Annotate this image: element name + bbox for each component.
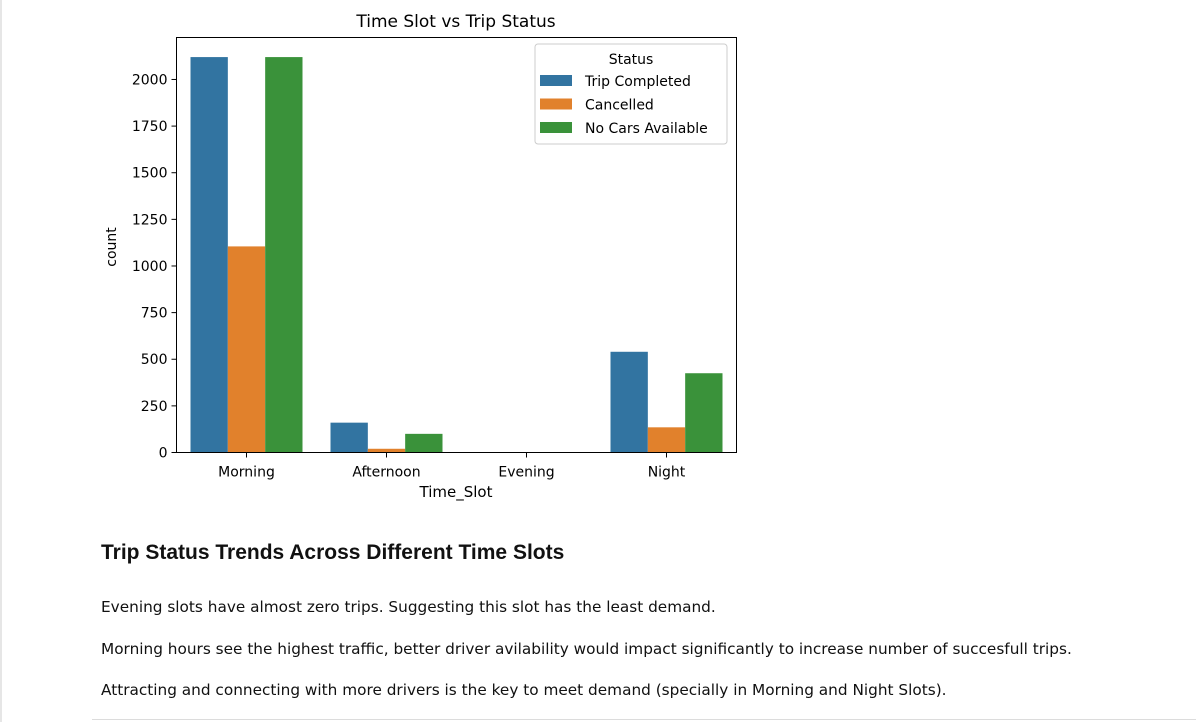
y-axis-label: count bbox=[104, 227, 120, 267]
bar-afternoon-no-cars-available bbox=[405, 433, 443, 453]
legend: Status Trip Completed Cancelled No Cars Ava… bbox=[534, 43, 728, 145]
insight-paragraph-morning: Morning hours see the highest traffic, b… bbox=[101, 640, 1072, 658]
y-tick-label: 0 bbox=[159, 446, 168, 462]
bar-night-no-cars-available bbox=[685, 373, 723, 453]
legend-swatch bbox=[540, 122, 572, 133]
insight-paragraph-drivers: Attracting and connecting with more driv… bbox=[101, 681, 947, 699]
y-tick-label: 1000 bbox=[132, 259, 168, 275]
x-tick-label: Night bbox=[648, 465, 686, 481]
y-tick-label: 250 bbox=[141, 399, 168, 415]
legend-entry-label: Trip Completed bbox=[584, 74, 691, 90]
bar-morning-cancelled bbox=[227, 246, 266, 453]
bar-night-cancelled bbox=[647, 427, 686, 453]
bar-night-trip-completed bbox=[610, 351, 648, 453]
y-tick-label: 1250 bbox=[132, 212, 168, 228]
bars-group bbox=[190, 57, 723, 453]
section-heading: Trip Status Trends Across Different Time… bbox=[101, 541, 565, 564]
y-tick-label: 500 bbox=[141, 352, 168, 368]
legend-entry-label: No Cars Available bbox=[585, 121, 708, 137]
x-tick-label: Morning bbox=[218, 465, 275, 481]
chart-title: Time Slot vs Trip Status bbox=[355, 12, 555, 32]
bar-afternoon-trip-completed bbox=[330, 422, 368, 453]
y-tick-label: 1500 bbox=[132, 166, 168, 182]
bar-morning-no-cars-available bbox=[265, 57, 303, 453]
y-tick-label: 1750 bbox=[132, 119, 168, 135]
insight-paragraph-evening: Evening slots have almost zero trips. Su… bbox=[101, 598, 716, 616]
x-axis-label: Time_Slot bbox=[419, 483, 493, 502]
notebook-cell-border bbox=[0, 0, 2, 722]
legend-entry-label: Cancelled bbox=[585, 98, 654, 114]
bar-chart: Time Slot vs Trip Status 0 250 500 750 1000 1… bbox=[104, 12, 737, 502]
bar-afternoon-cancelled bbox=[367, 448, 406, 453]
x-tick-label: Afternoon bbox=[352, 465, 420, 481]
y-tick-label: 750 bbox=[141, 306, 168, 322]
legend-swatch bbox=[540, 75, 572, 86]
legend-box bbox=[534, 43, 728, 145]
y-tick-label: 2000 bbox=[132, 72, 168, 88]
legend-swatch bbox=[540, 98, 572, 110]
legend-title: Status bbox=[609, 52, 654, 68]
x-axis: Morning Afternoon Evening Night bbox=[218, 452, 686, 481]
plot-frame bbox=[176, 37, 737, 453]
cell-divider bbox=[92, 719, 1196, 720]
y-axis: 0 250 500 750 1000 1250 1500 1750 2000 bbox=[132, 72, 177, 462]
bar-morning-trip-completed bbox=[190, 57, 228, 453]
x-tick-label: Evening bbox=[498, 465, 554, 481]
